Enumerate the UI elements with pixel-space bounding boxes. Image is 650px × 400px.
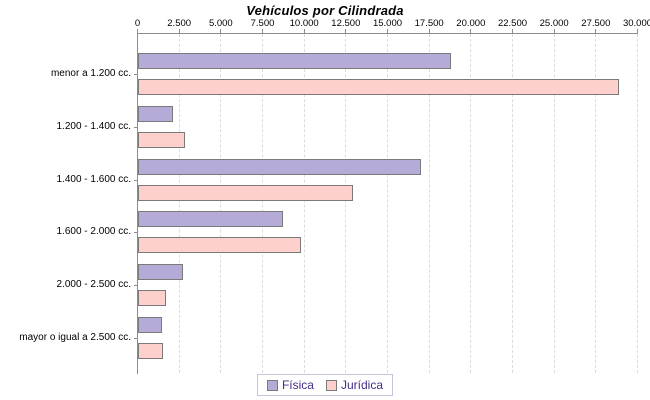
x-tick: [512, 29, 513, 34]
x-tick-label: 5.000: [208, 18, 233, 29]
x-tick: [137, 29, 138, 34]
x-tick-label: 12.500: [331, 18, 361, 29]
legend-swatch-icon: [266, 379, 278, 391]
category-label: menor a 1.200 cc.: [50, 68, 131, 79]
grid-line: [553, 34, 555, 373]
grid-line: [637, 34, 638, 373]
x-tick-label: 25.000: [539, 18, 569, 29]
bar-fisica: [138, 53, 451, 69]
x-tick: [553, 29, 555, 34]
x-tick-label: 22.500: [497, 18, 528, 29]
legend-label: Física: [281, 378, 314, 392]
bar-juridica: [138, 343, 163, 359]
category-label: 1.400 - 1.600 cc.: [56, 174, 132, 185]
bar-fisica: [138, 317, 162, 333]
x-tick-label: 7.500: [250, 18, 275, 29]
category-tick: [133, 127, 138, 128]
bar-juridica: [138, 132, 185, 148]
category-label: 2.000 - 2.500 cc.: [56, 279, 132, 290]
x-tick-label: 30.000: [622, 18, 650, 29]
grid-line: [178, 34, 180, 373]
legend: Física Jurídica: [0, 374, 650, 396]
grid-line: [470, 34, 472, 373]
x-tick-label: 27.500: [581, 18, 611, 29]
legend-swatch-icon: [325, 379, 337, 391]
legend-box: Física Jurídica: [256, 374, 394, 396]
legend-item: Jurídica: [325, 378, 384, 392]
y-axis-line: [137, 33, 138, 374]
bar-fisica: [138, 264, 183, 280]
x-tick: [470, 29, 472, 34]
bar-fisica: [138, 159, 421, 175]
x-tick: [595, 29, 597, 34]
grid-line: [345, 34, 347, 373]
x-tick-label: 15.000: [372, 18, 403, 29]
x-tick: [345, 29, 347, 34]
legend-item: Física: [266, 378, 314, 392]
x-tick: [178, 29, 180, 34]
grid-line: [595, 34, 597, 373]
bar-juridica: [138, 237, 301, 253]
bar-juridica: [138, 185, 353, 201]
x-tick: [220, 29, 222, 34]
x-tick: [637, 29, 638, 34]
chart-title: Vehículos por Cilindrada: [246, 3, 404, 18]
x-tick-label: 2.500: [167, 18, 192, 29]
category-label: 1.200 - 1.400 cc.: [56, 121, 132, 132]
category-tick: [133, 74, 138, 75]
x-tick: [262, 29, 263, 34]
category-label: 1.600 - 2.000 cc.: [56, 226, 132, 237]
category-tick: [133, 180, 138, 181]
x-tick-label: 17.500: [414, 18, 444, 29]
bar-fisica: [138, 106, 173, 122]
grid-line: [303, 34, 305, 373]
category-label: mayor o igual a 2.500 cc.: [19, 332, 131, 343]
category-tick: [133, 232, 138, 233]
category-tick: [133, 285, 138, 286]
x-tick: [387, 29, 388, 34]
bar-fisica: [138, 211, 283, 227]
legend-label: Jurídica: [340, 378, 384, 392]
grid-line: [512, 34, 513, 373]
grid-line: [428, 34, 430, 373]
x-tick-label: 20.000: [456, 18, 486, 29]
grid-line: [387, 34, 388, 373]
bar-juridica: [138, 79, 619, 95]
x-tick-label: 10.000: [289, 18, 319, 29]
x-tick: [428, 29, 430, 34]
category-tick: [133, 338, 138, 339]
bar-juridica: [138, 290, 166, 306]
grid-line: [262, 34, 263, 373]
grid-line: [220, 34, 222, 373]
x-tick: [303, 29, 305, 34]
x-tick-label: 0: [134, 18, 141, 29]
